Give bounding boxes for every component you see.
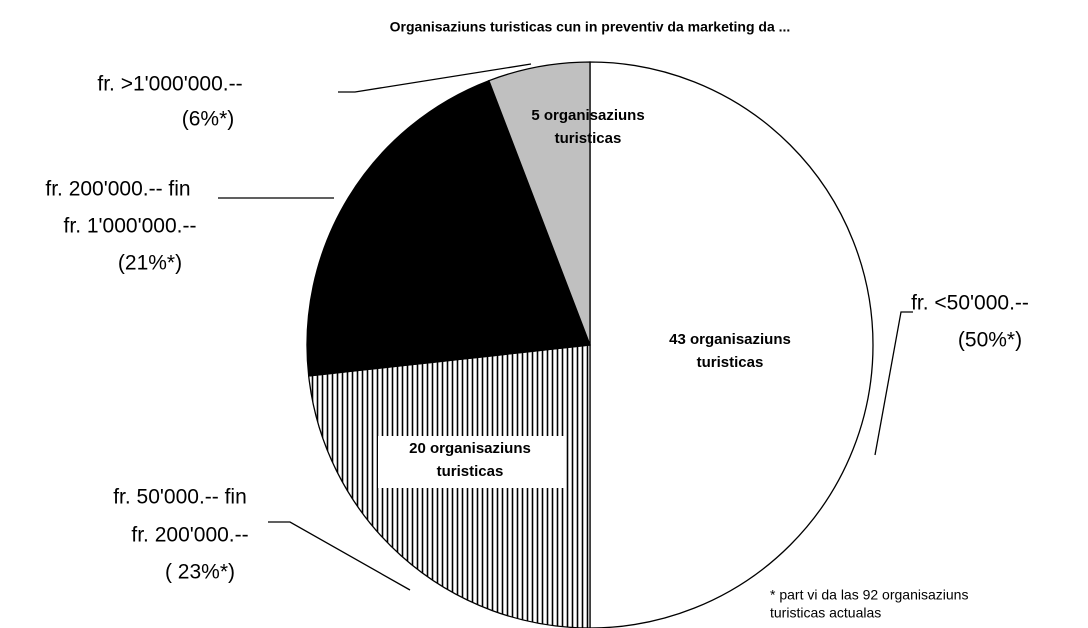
leader-line [268, 521, 411, 591]
slice-label: 5 organisaziuns [531, 107, 644, 124]
category-label: fr. 1'000'000.-- [64, 215, 197, 238]
slice-label: turisticas [697, 354, 764, 371]
category-label: fr. 50'000.-- fin [113, 486, 247, 509]
pie-slice [589, 61, 874, 628]
leader-line [338, 63, 532, 93]
slice-label: 20 organisaziuns [409, 440, 531, 457]
category-label: fr. >1'000'000.-- [97, 73, 242, 96]
category-label: fr. 200'000.-- fin [45, 178, 190, 201]
slice-label: turisticas [437, 463, 504, 480]
slice-label: 43 organisaziuns [669, 331, 791, 348]
slice-label: turisticas [407, 272, 474, 289]
label-background [378, 436, 565, 488]
footnote: turisticas actualas [770, 605, 881, 621]
category-label: (21%*) [118, 252, 182, 275]
category-label: ( 23%*) [165, 561, 235, 584]
pie-slice [488, 61, 591, 346]
slice-label: 18 organisaziuns [379, 249, 501, 266]
category-label: (6%*) [182, 108, 235, 131]
chart-title: Organisaziuns turisticas cun in preventi… [390, 19, 791, 35]
category-label: fr. 200'000.-- [131, 524, 248, 547]
footnote: * part vi da las 92 organisaziuns [770, 587, 968, 603]
category-label: (50%*) [958, 329, 1022, 352]
slice-label: turisticas [555, 130, 622, 147]
category-label: fr. <50'000.-- [911, 292, 1029, 315]
pie-slice [306, 79, 591, 377]
leader-line [874, 311, 913, 456]
